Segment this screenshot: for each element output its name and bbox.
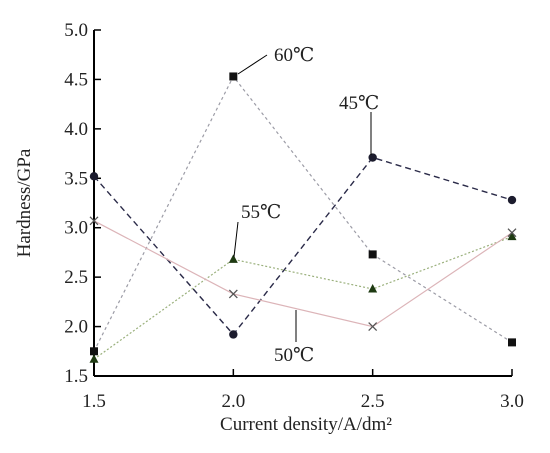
data-point-square (508, 338, 516, 347)
data-point-triangle (368, 284, 378, 293)
data-point-cross (368, 322, 378, 332)
series-line-1 (93, 156, 513, 336)
data-point-circle (229, 330, 238, 339)
data-point-cross (89, 216, 99, 226)
y-tick-label: 2.0 (64, 317, 88, 338)
callout-leader-55 (233, 221, 239, 258)
axes (93, 30, 512, 377)
data-point-square (229, 72, 238, 81)
x-ticks: 1.5 2.0 2.5 3.0 (82, 369, 524, 412)
x-tick-label: 2.5 (361, 391, 385, 412)
callout-label-50: 50℃ (274, 345, 314, 366)
y-tick-label: 4.0 (64, 119, 88, 140)
data-point-triangle (89, 354, 99, 363)
data-point-square (368, 250, 377, 259)
y-tick-label: 3.0 (64, 218, 88, 239)
y-axis-label: Hardness/GPa (14, 148, 35, 257)
series-markers (89, 72, 517, 363)
data-point-triangle (507, 231, 517, 241)
data-point-circle (89, 172, 99, 181)
data-point-circle (507, 195, 517, 205)
x-tick-label: 3.0 (500, 391, 524, 412)
x-tick-label: 1.5 (82, 391, 106, 412)
y-tick-label: 3.5 (64, 168, 88, 189)
series-line-3 (93, 236, 513, 360)
data-point-square (90, 347, 98, 356)
series-line-2 (93, 75, 513, 352)
y-ticks: 1.5 2.0 2.5 3.0 3.5 4.0 4.5 5.0 (64, 20, 101, 387)
callout-leader-60 (237, 54, 268, 75)
y-tick-label: 4.5 (64, 69, 88, 90)
x-tick-label: 2.0 (221, 391, 245, 412)
callout-label-60: 60℃ (274, 45, 314, 66)
y-tick-label: 2.5 (64, 267, 88, 288)
callout-label-45: 45℃ (339, 93, 379, 114)
callout-label-55: 55℃ (241, 202, 281, 223)
data-point-circle (368, 153, 377, 162)
data-point-cross (507, 228, 517, 238)
y-tick-label: 1.5 (64, 366, 88, 387)
series-lines (93, 75, 513, 360)
data-point-triangle (228, 254, 238, 263)
data-point-cross (228, 289, 238, 299)
series-callouts: 60℃ 45℃ 55℃ 50℃ (233, 45, 379, 366)
x-axis-label: Current density/A/dm² (220, 414, 392, 435)
y-tick-label: 5.0 (64, 20, 88, 41)
series-line-4 (93, 220, 513, 328)
